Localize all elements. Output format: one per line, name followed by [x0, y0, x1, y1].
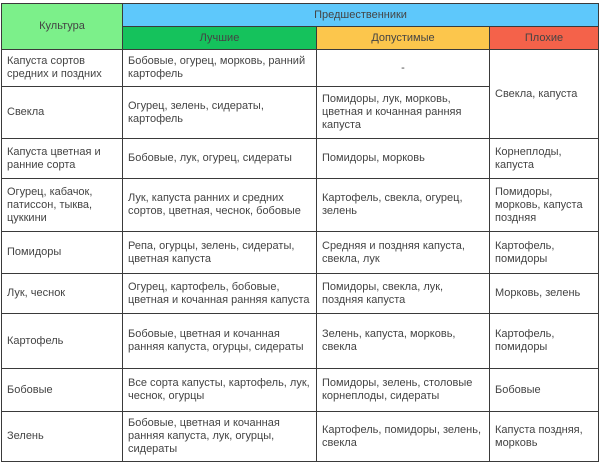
best-cell: Лук, капуста ранних и средних сортов, цв…: [122, 178, 317, 232]
acceptable-cell: Помидоры, лук, морковь, цветная и кочанн…: [316, 86, 490, 139]
best-cell: Бобовые, цветная и кочанная ранняя капус…: [122, 313, 317, 369]
table-row: Свекла Огурец, зелень, сидераты, картофе…: [1, 86, 599, 139]
culture-cell: Помидоры: [1, 231, 123, 274]
header-best: Лучшие: [122, 26, 317, 50]
acceptable-cell: Зелень, капуста, морковь, свекла: [316, 313, 490, 369]
best-cell: Бобовые, лук, огурец, сидераты: [122, 138, 317, 179]
bad-cell: Свекла, капуста: [488, 49, 600, 139]
acceptable-cell: Средняя и поздняя капуста, свекла, лук: [316, 231, 490, 274]
culture-cell: Картофель: [1, 313, 123, 369]
table-row: Бобовые Все сорта капусты, картофель, лу…: [1, 368, 600, 412]
table-row: Капуста сортов средних и поздних Бобовые…: [1, 49, 600, 139]
culture-cell: Бобовые: [1, 368, 123, 412]
best-cell: Огурец, зелень, сидераты, картофель: [122, 86, 317, 139]
table-row: Картофель Бобовые, цветная и кочанная ра…: [1, 313, 600, 369]
table-row: Огурец, кабачок, патиссон, тыква, цуккин…: [1, 178, 600, 232]
culture-cell: Свекла: [1, 86, 123, 139]
acceptable-cell: Картофель, свекла, огурец, зелень: [316, 178, 490, 232]
culture-cell: Капуста цветная и ранние сорта: [1, 138, 123, 179]
acceptable-cell: Помидоры, зелень, столовые корнеплоды, с…: [316, 368, 490, 412]
bad-cell: Бобовые: [488, 368, 600, 412]
bad-cell: Капуста поздняя, морковь: [488, 411, 600, 462]
header-bad: Плохие: [488, 26, 600, 50]
crop-rotation-table: Культура Предшественники Лучшие Допустим…: [1, 3, 600, 462]
acceptable-cell: -: [316, 49, 490, 87]
culture-cell: Огурец, кабачок, патиссон, тыква, цуккин…: [1, 178, 123, 232]
acceptable-cell: Помидоры, свекла, лук, поздняя капуста: [316, 273, 490, 314]
best-cell: Все сорта капусты, картофель, лук, чесно…: [122, 368, 317, 412]
bad-cell: Картофель, помидоры: [488, 231, 600, 274]
header-acceptable: Допустимые: [316, 26, 490, 50]
bad-cell: Картофель, помидоры: [488, 313, 600, 369]
best-cell: Репа, огурцы, зелень, сидераты, цветная …: [122, 231, 317, 274]
best-cell: Бобовые, цветная и кочанная ранняя капус…: [122, 411, 317, 462]
culture-cell: Капуста сортов средних и поздних: [1, 49, 123, 87]
acceptable-cell: Помидоры, морковь: [316, 138, 490, 179]
bad-cell: Помидоры, морковь, капуста поздняя: [488, 178, 600, 232]
best-cell: Бобовые, огурец, морковь, ранний картофе…: [122, 49, 317, 87]
table-row: Капуста цветная и ранние сорта Бобовые, …: [1, 138, 600, 179]
culture-cell: Лук, чеснок: [1, 273, 123, 314]
bad-cell: Корнеплоды, капуста: [488, 138, 600, 179]
bad-cell: Морковь, зелень: [488, 273, 600, 314]
best-cell: Огурец, картофель, бобовые, цветная и ко…: [122, 273, 317, 314]
culture-cell: Зелень: [1, 411, 123, 462]
table-row: Помидоры Репа, огурцы, зелень, сидераты,…: [1, 231, 600, 274]
header-culture: Культура: [1, 3, 123, 50]
table-row: Лук, чеснок Огурец, картофель, бобовые, …: [1, 273, 600, 314]
acceptable-cell: Картофель, помидоры, зелень, свекла: [316, 411, 490, 462]
table-row: Зелень Бобовые, цветная и кочанная рання…: [1, 411, 600, 462]
header-predecessors: Предшественники: [121, 3, 600, 27]
